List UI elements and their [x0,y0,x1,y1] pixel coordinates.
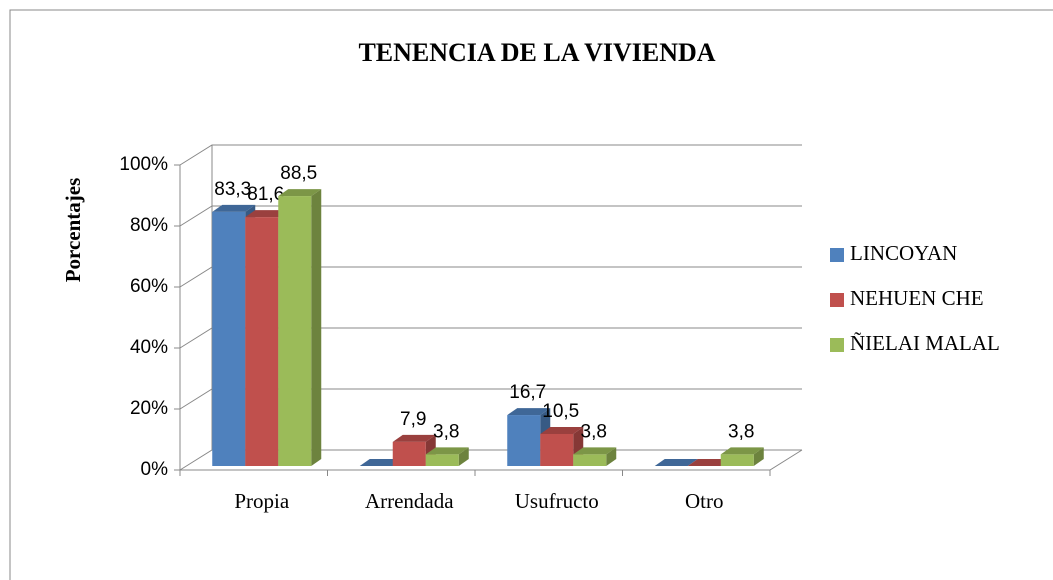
y-tick-label: 40% [130,337,168,358]
bar-top [278,189,322,197]
x-tick-label: Propia [234,489,290,513]
data-label: 16,7 [509,382,546,403]
legend-label: LINCOYAN [850,241,957,265]
grid-line [179,388,802,410]
y-tick-label: 0% [141,459,169,480]
data-label: 3,8 [728,421,754,442]
bar-side [458,447,469,466]
bar-side [311,189,322,466]
bar-top [212,204,256,212]
y-tick-label: 80% [130,215,168,236]
bar-top [687,459,731,466]
bar [507,415,541,466]
legend-label: ÑIELAI MALAL [850,331,1000,355]
bar [245,217,279,466]
bar-top [573,447,617,455]
bar-side [606,447,617,466]
bar-top [425,447,469,455]
data-label: 83,3 [214,179,251,200]
data-label: 88,5 [280,163,317,184]
bar-side [753,447,764,466]
y-tick-label: 20% [130,398,168,419]
bar [720,454,754,466]
bar [278,196,312,466]
bar-top [720,447,764,455]
bar [573,454,607,466]
y-axis-title: Porcentajes [61,178,85,283]
bar-top [392,434,436,442]
bar [392,441,426,466]
bar-top [359,459,403,466]
bar [540,433,574,466]
chart-border [9,9,1053,580]
grid-line [179,144,802,166]
data-label: 7,9 [400,409,426,430]
grid-line [179,205,802,227]
x-tick-label: Arrendada [365,489,454,513]
x-tick-label: Otro [685,489,724,513]
grid-line [179,266,802,288]
data-label: 81,6 [247,184,284,205]
data-label: 3,8 [433,421,459,442]
chart-title: TENENCIA DE LA VIVIENDA [358,38,715,67]
x-tick-label: Usufructo [515,489,599,513]
legend-swatch [830,338,844,352]
bar-top [507,408,551,416]
y-tick-label: 100% [119,154,168,175]
bar [212,211,246,466]
bar-top [654,459,698,466]
grid-line [179,327,802,349]
y-tick-label: 60% [130,276,168,297]
legend-swatch [830,293,844,307]
legend-swatch [830,248,844,262]
bar [425,454,459,466]
data-label: 10,5 [542,401,579,422]
data-label: 3,8 [581,421,607,442]
bar-top [245,210,289,218]
legend-label: NEHUEN CHE [850,286,984,310]
bar-top [540,426,584,434]
